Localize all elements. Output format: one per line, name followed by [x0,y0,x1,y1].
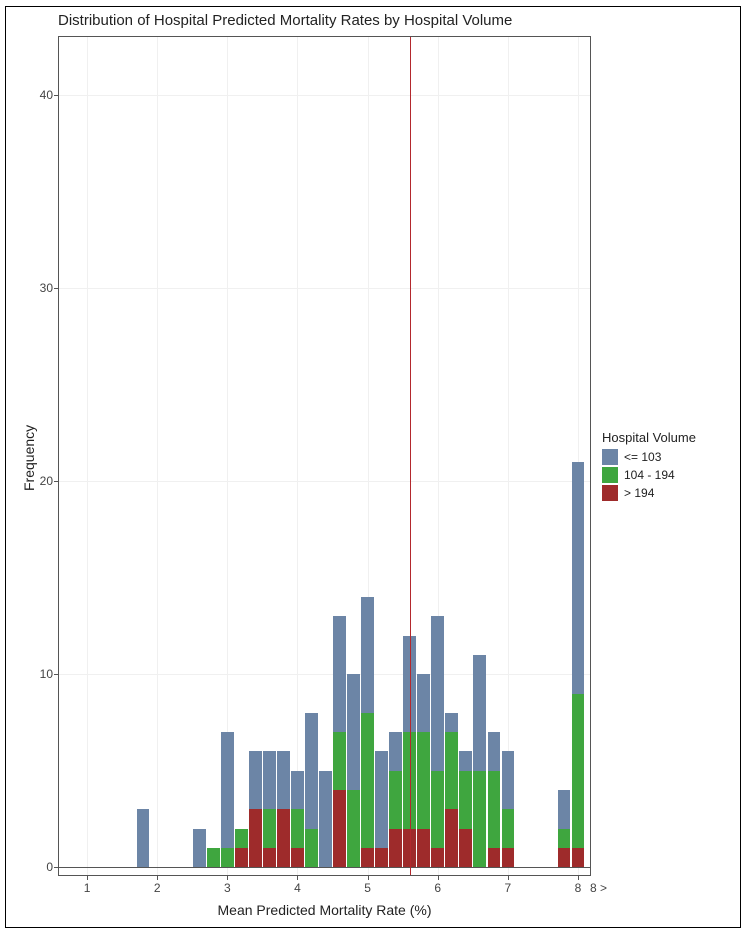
bar-segment [558,848,571,867]
bar-segment [221,732,234,848]
bar-segment [488,771,501,848]
bar-segment [558,829,571,848]
bar-segment [558,790,571,829]
bar-segment [137,809,150,867]
bar-segment [291,809,304,848]
bar-segment [459,771,472,829]
bar-segment [375,848,388,867]
x-tick-overflow-label: 8 > [590,881,607,895]
bar-segment [235,848,248,867]
legend-label: > 194 [624,486,654,500]
bar-segment [417,829,430,868]
bar-segment [417,674,430,732]
bar-segment [431,771,444,848]
bar-segment [221,848,234,867]
bar-segment [333,616,346,732]
bar-segment [389,732,402,771]
bar-segment [488,848,501,867]
bar-segment [488,732,501,771]
chart-title: Distribution of Hospital Predicted Morta… [58,12,512,29]
x-tick-label: 1 [84,881,91,895]
legend-label: <= 103 [624,450,661,464]
y-tick-label: 20 [40,474,53,488]
bar-segment [361,713,374,848]
bar-segment [473,655,486,771]
bar-segment [389,771,402,829]
bar-segment [263,809,276,848]
bar-segment [572,694,585,848]
y-axis-label: Frequency [21,425,37,491]
bar-segment [333,790,346,867]
y-tick-label: 30 [40,281,53,295]
bar-segment [347,790,360,867]
bar-segment [333,732,346,790]
bar-segment [572,462,585,694]
x-tick-label: 2 [154,881,161,895]
bar-segment [502,848,515,867]
bar-segment [572,848,585,867]
bar-segment [305,713,318,829]
bar-segment [291,771,304,810]
x-tick-label: 7 [504,881,511,895]
bar-segment [445,809,458,867]
x-tick-label: 5 [364,881,371,895]
bar-segment [305,829,318,868]
legend-item: > 194 [602,485,696,501]
legend-swatch [602,485,618,501]
bar-segment [277,751,290,809]
bar-segment [459,829,472,868]
legend-swatch [602,467,618,483]
bar-segment [361,597,374,713]
x-tick-label: 6 [434,881,441,895]
legend-item: <= 103 [602,449,696,465]
bar-segment [459,751,472,770]
bar-segment [375,751,388,848]
bar-segment [263,848,276,867]
y-tick-label: 0 [46,860,53,874]
bar-segment [389,829,402,868]
bar-segment [445,713,458,732]
bar-segment [319,771,332,868]
legend-swatch [602,449,618,465]
bar-segment [277,809,290,867]
y-tick-label: 10 [40,667,53,681]
bar-segment [502,809,515,848]
bar-segment [207,848,220,867]
y-tick-label: 40 [40,88,53,102]
legend-label: 104 - 194 [624,468,675,482]
bar-segment [417,732,430,829]
bar-segment [249,751,262,809]
bar-segment [347,674,360,790]
reference-line [410,37,412,875]
bar-segment [431,848,444,867]
bar-segment [445,732,458,809]
bar-segment [431,616,444,770]
bar-segment [193,829,206,868]
bar-segment [502,751,515,809]
legend-title: Hospital Volume [602,430,696,445]
x-tick-label: 8 [575,881,582,895]
bar-segment [473,771,486,868]
x-axis-label: Mean Predicted Mortality Rate (%) [218,902,432,918]
legend-item: 104 - 194 [602,467,696,483]
plot-area: 010203040123456788 > [58,36,591,876]
bar-segment [235,829,248,848]
x-tick-label: 4 [294,881,301,895]
x-tick-label: 3 [224,881,231,895]
bar-segment [291,848,304,867]
bar-segment [263,751,276,809]
legend: Hospital Volume <= 103 104 - 194 > 194 [602,430,696,503]
bar-segment [361,848,374,867]
bar-segment [249,809,262,867]
